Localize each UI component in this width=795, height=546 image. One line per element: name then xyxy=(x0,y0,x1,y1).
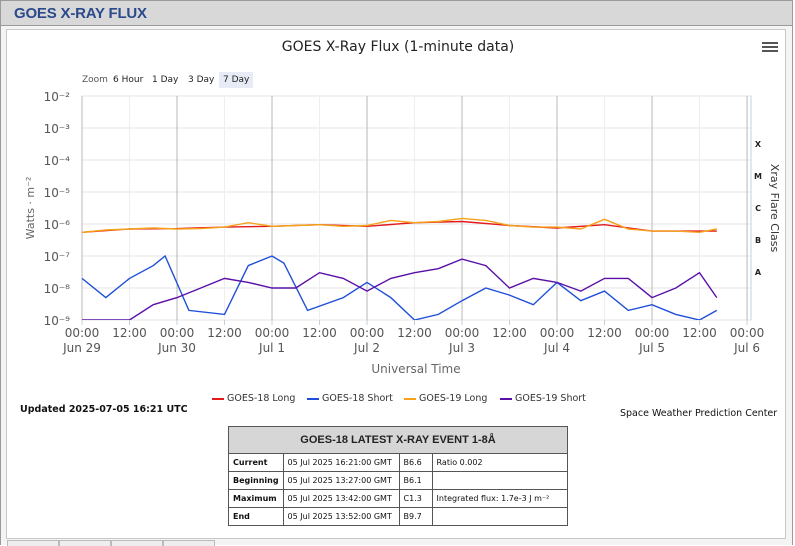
y-tick-label: 10⁻⁶ xyxy=(44,218,71,232)
y-tick-label: 10⁻² xyxy=(44,90,71,104)
x-tick-label: 00:00 xyxy=(160,326,195,340)
x-tick-label: 12:00 xyxy=(112,326,147,340)
x-tick-label: 12:00 xyxy=(302,326,337,340)
x-tick-label: 12:00 xyxy=(207,326,242,340)
flare-class-label: X xyxy=(755,140,762,149)
swpc-credit: Space Weather Prediction Center xyxy=(620,408,778,419)
legend-swatch xyxy=(500,397,512,400)
bottom-tab[interactable] xyxy=(111,540,163,546)
zoom-3-day-button[interactable]: 3 Day xyxy=(184,72,219,88)
bottom-tab-strip xyxy=(7,540,307,546)
panel-header: GOES X-RAY FLUX xyxy=(0,0,793,26)
flare-class-label: C xyxy=(755,204,761,213)
flare-class-label: A xyxy=(755,268,762,277)
x-tick-label: 12:00 xyxy=(492,326,527,340)
x-tick-date-label: Jun 30 xyxy=(157,341,196,355)
table-row: Maximum 05 Jul 2025 13:42:00 GMT C1.3 In… xyxy=(228,489,569,508)
series-line-goes-18-short xyxy=(82,254,718,320)
x-tick-date-label: Jul 2 xyxy=(353,341,380,355)
bottom-tab[interactable] xyxy=(163,540,215,546)
zoom-label: Zoom xyxy=(82,75,108,85)
x-tick-label: 00:00 xyxy=(255,326,290,340)
y-axis-label: Watts · m⁻² xyxy=(24,177,37,240)
latest-xray-event-table: GOES-18 LATEST X-RAY EVENT 1-8Å Current … xyxy=(228,426,569,526)
bottom-tab[interactable] xyxy=(59,540,111,546)
zoom-1-day-button[interactable]: 1 Day xyxy=(148,72,183,88)
y-tick-label: 10⁻³ xyxy=(44,122,71,136)
y-tick-label: 10⁻⁹ xyxy=(44,314,71,328)
x-tick-date-label: Jul 1 xyxy=(258,341,285,355)
flare-class-label: B xyxy=(755,236,761,245)
chart-menu-button[interactable] xyxy=(762,40,778,56)
legend-swatch xyxy=(212,397,224,400)
legend-goes19-short[interactable]: GOES-19 Short xyxy=(500,393,586,404)
chart-title: GOES X-Ray Flux (1-minute data) xyxy=(282,39,515,55)
hamburger-menu-icon xyxy=(762,42,778,44)
x-tick-date-label: Jul 4 xyxy=(543,341,570,355)
x-tick-label: 00:00 xyxy=(445,326,480,340)
x-tick-label: 00:00 xyxy=(730,326,765,340)
flare-class-label: M xyxy=(754,172,762,181)
bottom-tab[interactable] xyxy=(7,540,59,546)
zoom-6-hour-button[interactable]: 6 Hour xyxy=(109,72,148,88)
x-axis-label: Universal Time xyxy=(371,362,460,376)
series-line-goes-19-long xyxy=(82,217,717,234)
event-table-title: GOES-18 LATEST X-RAY EVENT 1-8Å xyxy=(228,426,568,454)
x-tick-date-label: Jul 5 xyxy=(638,341,665,355)
panel-title: GOES X-RAY FLUX xyxy=(14,5,147,22)
y-tick-label: 10⁻⁸ xyxy=(44,282,71,296)
x-tick-label: 00:00 xyxy=(635,326,670,340)
table-row: Beginning 05 Jul 2025 13:27:00 GMT B6.1 xyxy=(228,471,569,490)
y-tick-label: 10⁻⁴ xyxy=(44,154,71,168)
x-tick-date-label: Jun 29 xyxy=(62,341,101,355)
table-row: Current 05 Jul 2025 16:21:00 GMT B6.6 Ra… xyxy=(228,453,569,472)
series-line-goes-19-short xyxy=(82,258,718,320)
x-tick-label: 12:00 xyxy=(397,326,432,340)
x-tick-date-label: Jul 6 xyxy=(733,341,760,355)
legend-goes19-long[interactable]: GOES-19 Long xyxy=(404,393,487,404)
legend-swatch xyxy=(404,397,416,400)
plot-area xyxy=(81,95,752,321)
x-tick-label: 00:00 xyxy=(350,326,385,340)
x-tick-label: 12:00 xyxy=(587,326,622,340)
flare-class-axis-label: Xray Flare Class xyxy=(768,164,781,253)
zoom-7-day-button[interactable]: 7 Day xyxy=(219,72,254,88)
x-tick-label: 00:00 xyxy=(540,326,575,340)
legend-swatch xyxy=(307,397,319,400)
legend-goes18-short[interactable]: GOES-18 Short xyxy=(307,393,393,404)
table-row: End 05 Jul 2025 13:52:00 GMT B9.7 xyxy=(228,507,569,526)
x-tick-label: 00:00 xyxy=(65,326,100,340)
y-tick-label: 10⁻⁵ xyxy=(44,186,71,200)
updated-timestamp: Updated 2025-07-05 16:21 UTC xyxy=(20,404,188,415)
x-tick-label: 12:00 xyxy=(682,326,717,340)
legend-goes18-long[interactable]: GOES-18 Long xyxy=(212,393,295,404)
x-tick-date-label: Jul 3 xyxy=(448,341,475,355)
y-tick-label: 10⁻⁷ xyxy=(44,250,71,264)
